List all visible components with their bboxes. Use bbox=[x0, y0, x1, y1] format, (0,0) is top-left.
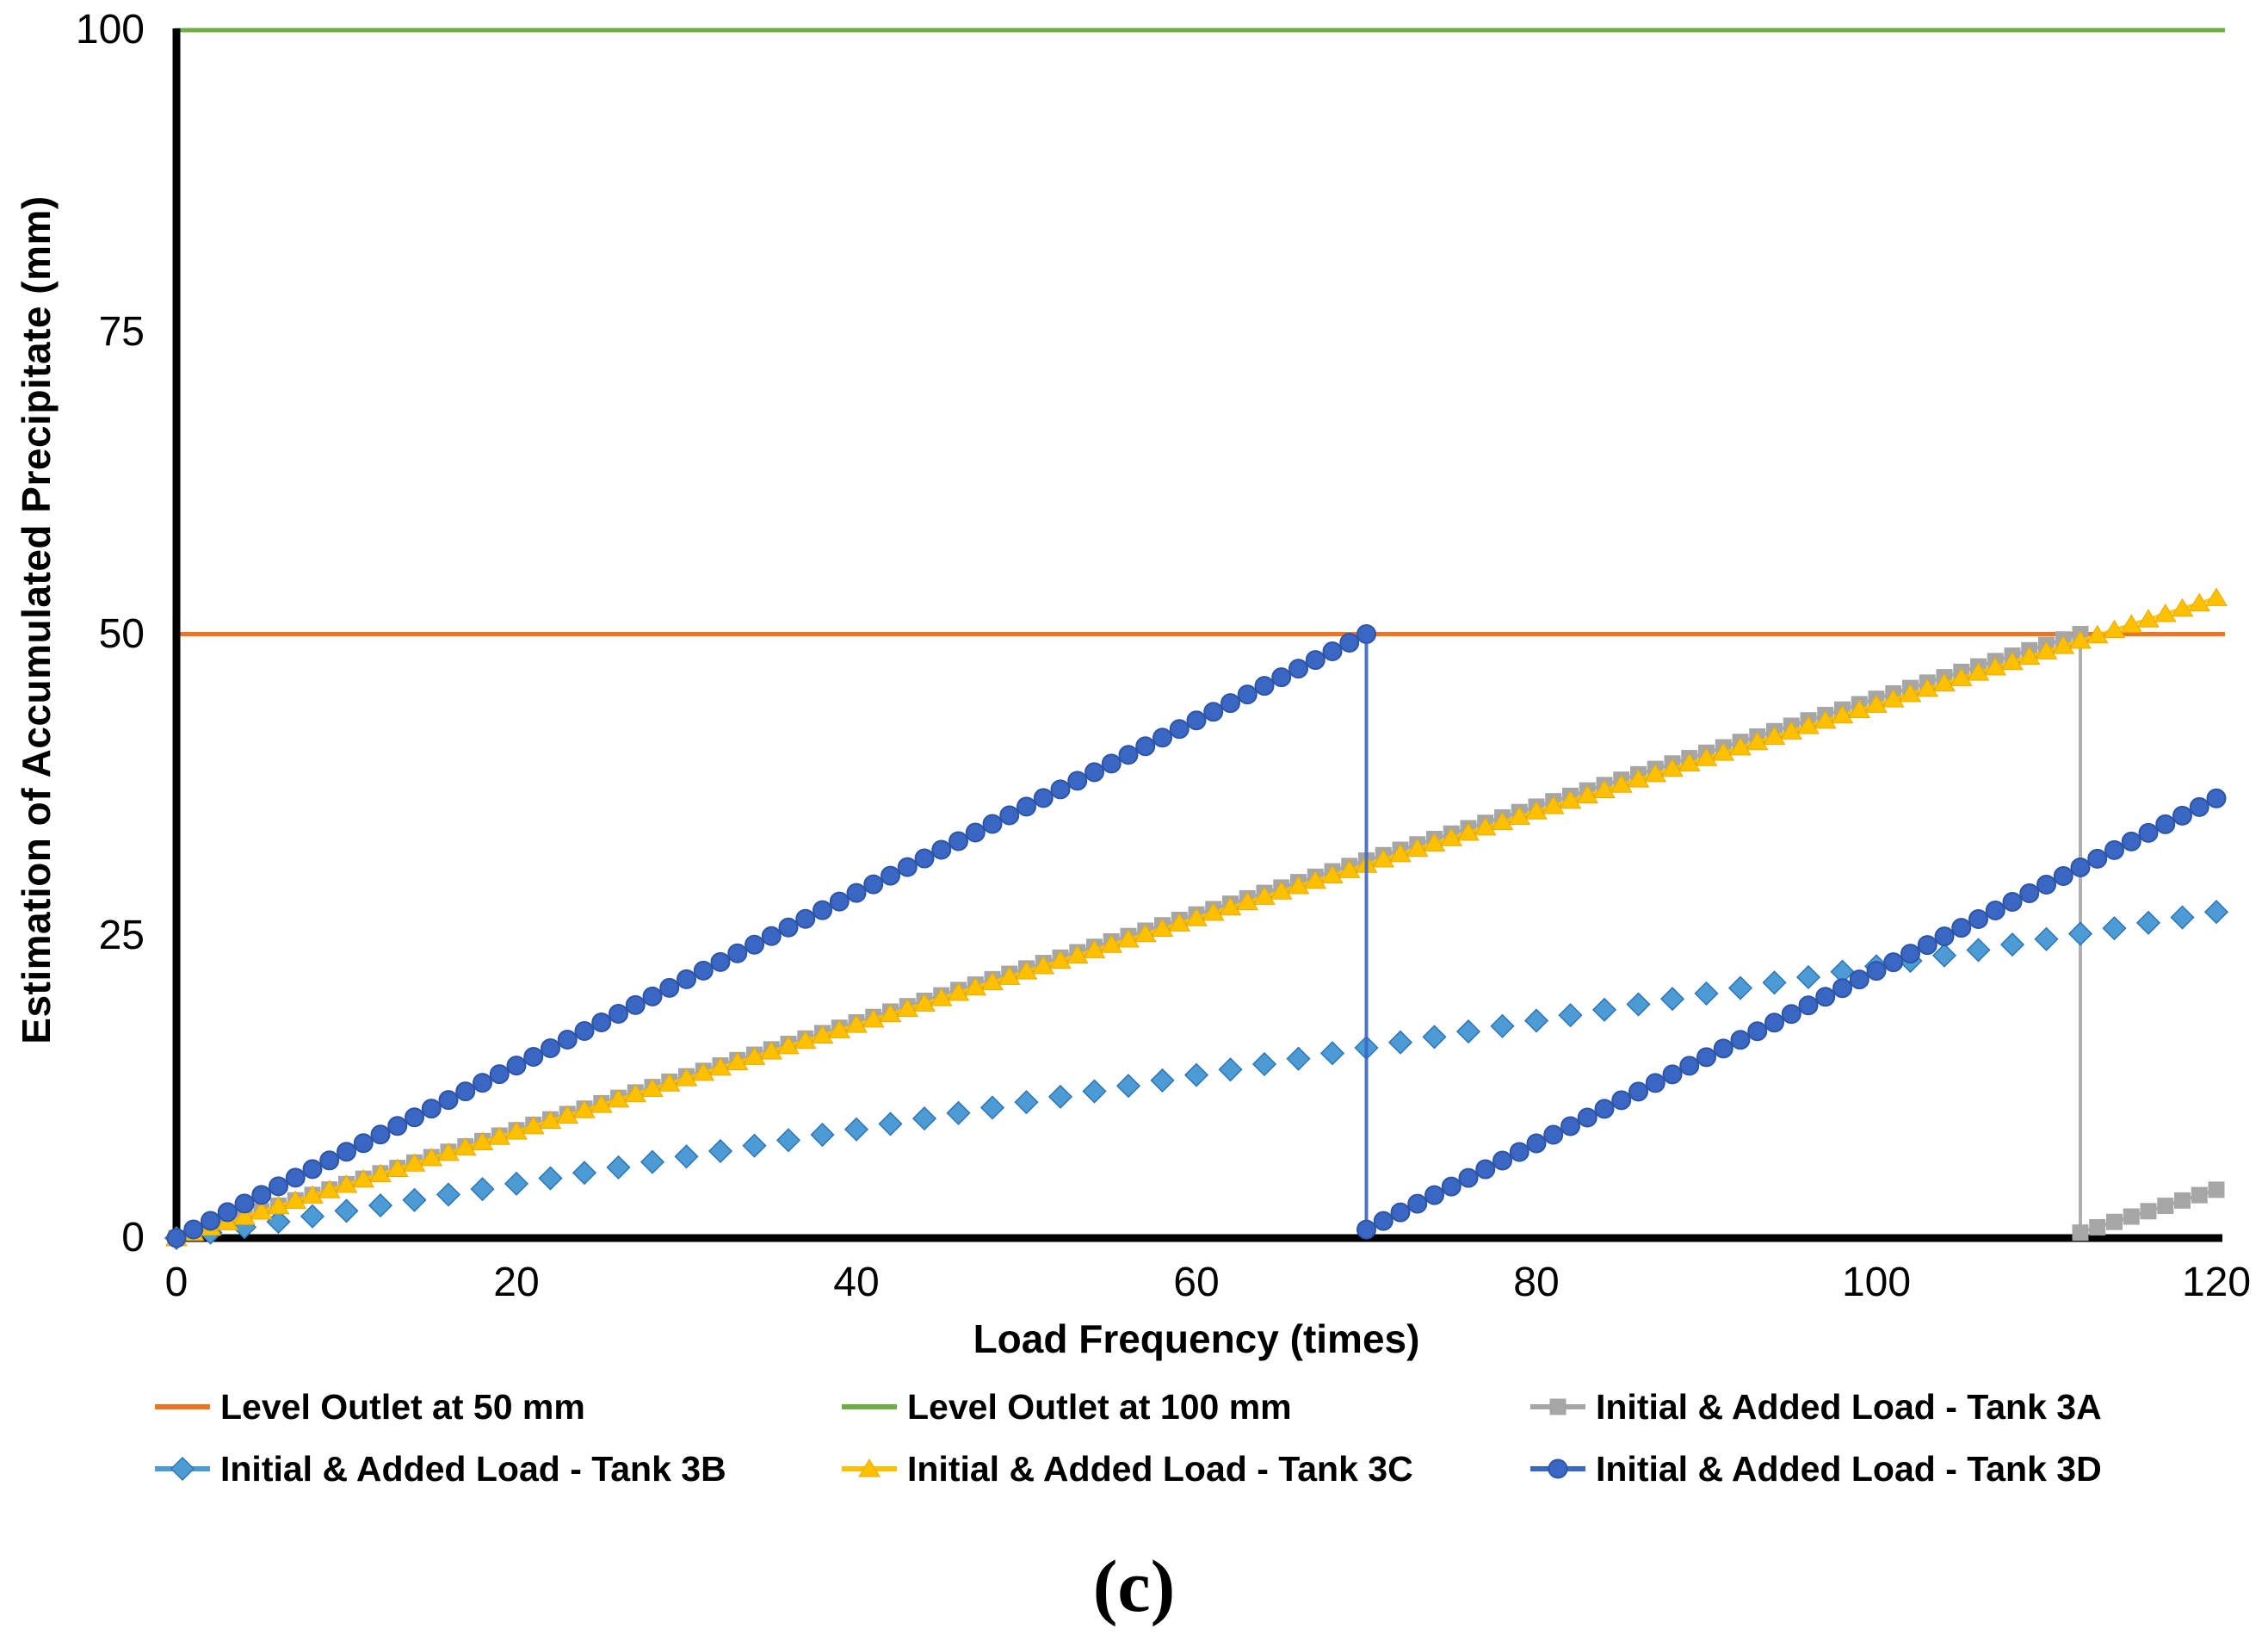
legend-item: Level Outlet at 50 mm bbox=[155, 1383, 585, 1431]
x-tick-label: 0 bbox=[164, 1260, 188, 1305]
y-tick-label: 100 bbox=[75, 7, 145, 53]
figure-caption: (c) bbox=[1092, 1545, 1176, 1627]
x-tick-label: 100 bbox=[1841, 1260, 1912, 1305]
axes bbox=[172, 28, 2222, 1242]
y-tick-label: 50 bbox=[98, 610, 145, 657]
legend-swatch-diamond-icon bbox=[155, 1456, 210, 1482]
legend-item: Initial & Added Load - Tank 3C bbox=[842, 1445, 1413, 1493]
legend-item: Level Outlet at 100 mm bbox=[842, 1383, 1292, 1431]
legend-label: Level Outlet at 100 mm bbox=[907, 1386, 1292, 1427]
series-initial-added-load-tank-3c bbox=[165, 587, 2228, 1247]
x-tick-label: 20 bbox=[493, 1260, 540, 1305]
x-tick-label: 80 bbox=[1513, 1260, 1560, 1305]
legend-swatch-triangle-icon bbox=[842, 1458, 897, 1477]
legend-swatch-line-icon bbox=[155, 1404, 210, 1409]
legend-swatch-line-icon bbox=[842, 1404, 897, 1409]
y-tick-label: 25 bbox=[98, 913, 145, 959]
legend-label: Initial & Added Load - Tank 3B bbox=[220, 1448, 726, 1489]
legend-swatch-square-icon bbox=[1530, 1398, 1585, 1415]
x-tick-label: 120 bbox=[2181, 1260, 2252, 1305]
x-tick-label: 40 bbox=[833, 1260, 880, 1305]
series-initial-added-load-tank-3d bbox=[166, 624, 2227, 1248]
legend-label: Initial & Added Load - Tank 3D bbox=[1596, 1448, 2102, 1489]
x-tick-label: 60 bbox=[1173, 1260, 1220, 1305]
legend-item: Initial & Added Load - Tank 3D bbox=[1530, 1445, 2102, 1493]
legend-item: Initial & Added Load - Tank 3B bbox=[155, 1445, 726, 1493]
legend-label: Initial & Added Load - Tank 3A bbox=[1596, 1386, 2102, 1427]
y-tick-label: 0 bbox=[121, 1215, 145, 1260]
x-axis-title: Load Frequency (times) bbox=[973, 1316, 1420, 1361]
legend-item: Initial & Added Load - Tank 3A bbox=[1530, 1383, 2102, 1431]
legend-swatch-circle-icon bbox=[1530, 1458, 1585, 1479]
legend-label: Level Outlet at 50 mm bbox=[220, 1386, 585, 1427]
legend-label: Initial & Added Load - Tank 3C bbox=[907, 1448, 1413, 1489]
y-tick-label: 75 bbox=[98, 308, 145, 355]
